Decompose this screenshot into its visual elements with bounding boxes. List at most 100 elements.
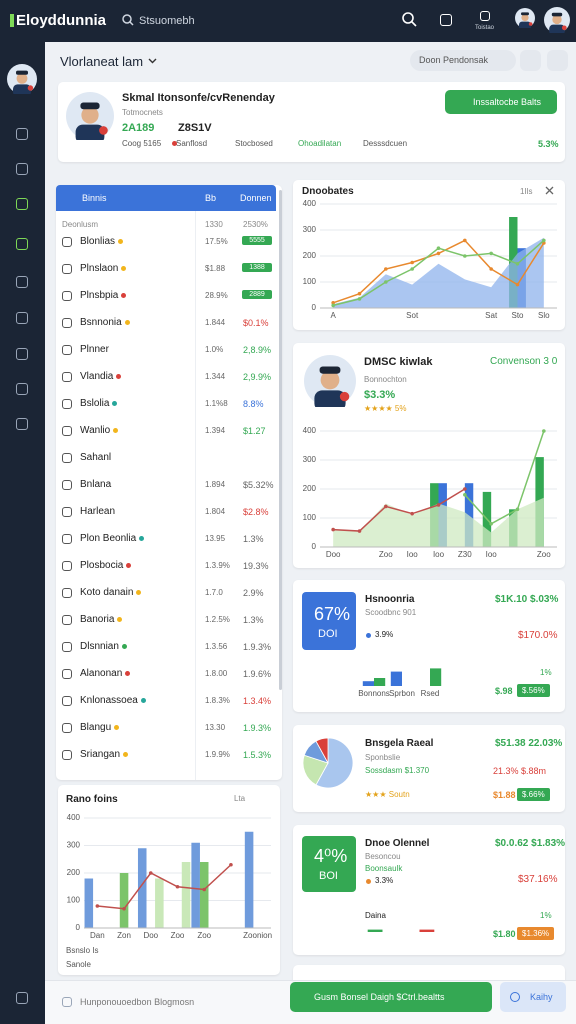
y-tick-label: 200 [67,868,81,877]
icon [62,453,72,463]
row-label: Plosbocia [80,560,124,571]
status-dot [118,239,124,244]
list-group: Deonlusm [62,220,99,229]
icon [16,198,28,210]
x-tick-label: Zoo [379,550,393,559]
profile-stat: 2A189 [122,122,155,134]
profile-change: 5.3% [538,139,559,149]
row-change: 1.5.3% [243,750,272,760]
row-name: Plon Beonlia [80,533,145,544]
row-change: 8.8% [243,399,264,409]
row-value: 1.8.00 [205,669,228,678]
primary-button[interactable]: Gusm Bonsel Daigh $Ctrl.bealtts [290,982,492,1012]
chart: Bonnons Sprbon Rsed [358,668,442,698]
x-tick-label: Ioo [407,550,419,559]
chart: 0 100 200 300 400 Doo Zoo Ioo Ioo Z30 Ioo Zoo [303,426,557,559]
line-dot [148,871,153,875]
avatar-cap [551,12,563,17]
line-dot [410,260,414,265]
line-dot [202,887,207,892]
search-handle [129,21,134,26]
row-name: Bslolia [80,398,118,409]
line-dot [515,507,520,512]
card-right: $0.0.62 $1.83% [495,838,566,849]
line-dot [410,267,414,271]
icon [62,534,72,544]
x-tick-label: Z30 [458,550,472,559]
x-tick-label: Bonnons [358,689,390,698]
row-name: Plosbocia [80,560,132,571]
avatar [66,92,114,140]
icon [440,14,452,26]
bar [419,929,435,932]
list-column: Bb [205,193,217,203]
icon-button[interactable] [547,50,568,71]
avatar-face [81,106,99,124]
list-header [56,185,276,211]
row-label: Dlsnnian [80,641,119,652]
bar [191,842,200,928]
y-tick-label: 400 [67,813,81,822]
list-column: Donnen [240,193,272,203]
search-field: Stsuomebh [139,15,195,27]
dot [366,879,371,884]
y-tick-label: 100 [303,277,317,286]
avatar-badge [339,391,350,402]
y-tick-label: 0 [312,303,317,312]
status-dot [123,752,129,757]
y-tick-label: 200 [303,484,317,493]
icon [62,615,72,625]
row-change: 2,8.9% [243,345,272,355]
row-value: 1.3.9% [205,561,230,570]
card-title: Bnsgela Raeal [365,738,434,749]
button-label: Inssaltocbe Balts [473,97,542,107]
bar [390,671,402,686]
bar [119,873,129,928]
row-label: Wanlio [80,425,111,436]
foot-badge: $.66% [517,788,550,801]
avatar-cap [80,102,100,110]
icon [62,399,72,409]
legend-entry: Bsnslo Is [66,946,99,955]
trend-panel [58,785,280,975]
card-line: Sossdasm $1.370 [365,766,430,775]
area [333,237,544,308]
primary-button[interactable]: Inssaltocbe Balts [445,90,557,114]
x-tick-label: Rsed [421,689,440,698]
row-name: Blonlias [80,236,124,247]
x-tick-label: Sot [406,311,419,320]
x-tick-label: Doo [143,931,158,940]
card-right: $51.38 22.03% [495,738,563,749]
status-dot [125,671,131,676]
x-tick-label: Zoo [171,931,185,940]
icon-button[interactable] [520,50,541,71]
row-name: Koto danain [80,587,142,598]
row-name: Sahanl [80,452,111,463]
foot-note: 1% [540,668,552,677]
profile-meta: Ohoadilatan [298,139,342,148]
card-dot-change: 3.9% [375,630,394,639]
icon [62,426,72,436]
card-foot: $1.80 [493,929,516,939]
profile-meta: Sanflosd [176,139,208,148]
sidebar [0,42,45,1024]
legend-entry: Sanole [66,960,91,969]
line-dot [463,254,467,258]
status-dot [139,536,145,541]
agent-rating: ★★★★ 5% [364,404,407,413]
card-right: $37.16% [518,874,558,885]
secondary-button[interactable]: Kaihy [500,982,566,1012]
row-name: Sriangan [80,749,129,760]
search-lens [122,14,132,24]
y-tick-label: 200 [303,251,317,260]
row-name: Plnsbpia [80,290,127,301]
foot-note: 1% [540,911,552,920]
icon-label: Toistao [475,25,495,31]
pie-slice [315,737,329,764]
x-tick-label: Zon [117,931,131,940]
icon [62,372,72,382]
avatar-body [75,124,105,140]
x-tick-label: Sat [485,311,498,320]
y-tick-label: 100 [303,513,317,522]
row-label: Sahanl [80,452,112,463]
